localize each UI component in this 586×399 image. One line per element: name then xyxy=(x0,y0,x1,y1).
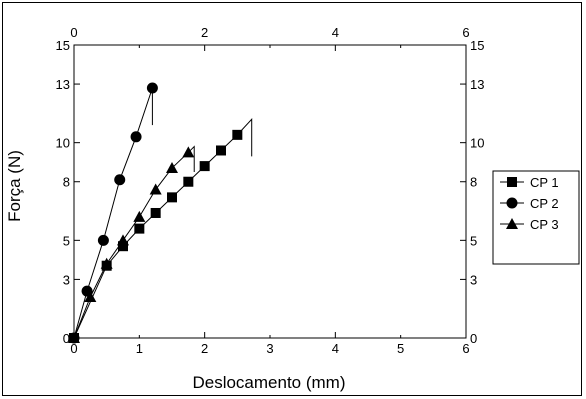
plot-frame xyxy=(73,44,467,339)
legend-label: CP 1 xyxy=(530,175,559,190)
legend-marker xyxy=(507,177,517,187)
series-cp-3 xyxy=(68,145,195,343)
data-point xyxy=(117,234,129,246)
y-tick-label: 13 xyxy=(56,77,70,92)
series-failure-tail xyxy=(236,117,253,157)
legend: CP 1 CP 2 CP 3 xyxy=(492,170,580,265)
series-line xyxy=(73,152,189,339)
data-point xyxy=(114,174,126,186)
data-point xyxy=(232,129,243,140)
data-point xyxy=(133,210,146,222)
x-tick-label: 6 xyxy=(462,341,469,356)
series-cp-2 xyxy=(68,82,158,344)
legend-marker xyxy=(506,218,518,229)
chart-frame xyxy=(2,2,582,396)
right-axis-tick-label: 8 xyxy=(470,175,477,190)
data-point xyxy=(100,257,113,269)
x-tick-label: 2 xyxy=(201,341,208,356)
data-point xyxy=(182,146,195,158)
top-axis-tick-label: 6 xyxy=(462,25,469,40)
x-minor-tick-label: 1 xyxy=(136,341,143,356)
plot-area-border xyxy=(73,44,467,339)
data-point xyxy=(118,241,128,252)
top-axis-tick-label: 0 xyxy=(70,25,77,40)
data-point xyxy=(84,290,97,302)
legend-label: CP 3 xyxy=(530,217,559,232)
x-minor-tick-label: 5 xyxy=(397,341,404,356)
y-tick-label: 15 xyxy=(56,38,70,53)
series-line xyxy=(73,134,238,339)
y-tick-label: 3 xyxy=(63,272,70,287)
right-axis-tick-label: 13 xyxy=(470,77,484,92)
series-layer xyxy=(68,82,253,344)
series-cp-1 xyxy=(69,117,253,343)
series-line xyxy=(73,87,153,339)
y-tick-label: 0 xyxy=(63,331,70,346)
data-point xyxy=(199,161,210,172)
data-point xyxy=(134,223,145,234)
x-tick-label: 4 xyxy=(332,341,339,356)
x-minor-tick-label: 3 xyxy=(266,341,273,356)
legend-label: CP 2 xyxy=(530,196,559,211)
y-axis-label: Força (N) xyxy=(5,150,24,222)
data-point xyxy=(183,176,194,187)
top-axis-tick-label: 2 xyxy=(201,25,208,40)
y-tick-label: 8 xyxy=(63,175,70,190)
right-axis-tick-label: 10 xyxy=(470,136,484,151)
x-axis-label: Deslocamento (mm) xyxy=(192,373,345,392)
data-point xyxy=(146,82,158,94)
legend-marker xyxy=(506,197,518,209)
data-point xyxy=(68,332,80,343)
right-axis-tick-label: 5 xyxy=(470,233,477,248)
right-axis-tick-label: 15 xyxy=(470,38,484,53)
right-axis-tick-label: 3 xyxy=(470,272,477,287)
data-point xyxy=(216,145,226,156)
y-tick-label: 10 xyxy=(56,136,70,151)
data-point xyxy=(166,162,178,174)
data-point xyxy=(150,207,161,218)
data-point xyxy=(97,234,109,246)
top-axis-tick-label: 4 xyxy=(332,25,339,40)
y-tick-label: 5 xyxy=(63,233,70,248)
right-axis-tick-label: 0 xyxy=(470,331,477,346)
x-tick-label: 0 xyxy=(70,341,77,356)
data-point xyxy=(167,192,177,203)
data-point xyxy=(130,131,142,143)
data-point xyxy=(149,183,162,195)
